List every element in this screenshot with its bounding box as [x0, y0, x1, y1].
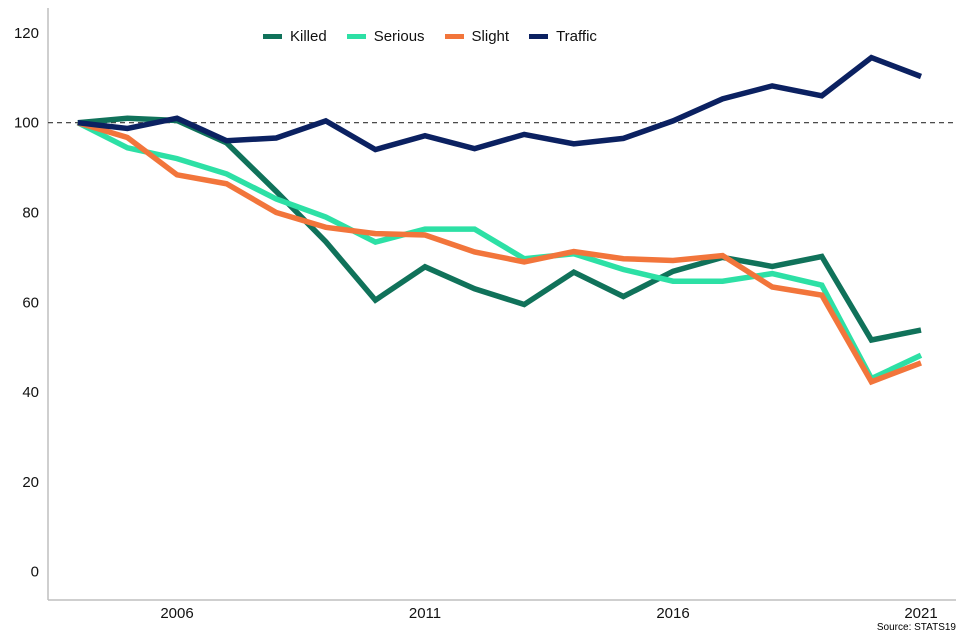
- y-tick-60: 60: [22, 294, 39, 311]
- y-tick-80: 80: [22, 205, 39, 222]
- traffic-legend-swatch: [529, 34, 549, 39]
- slight-legend-label: Slight: [471, 28, 510, 45]
- traffic-series-line: [77, 54, 922, 153]
- slight-legend-swatch: [444, 34, 464, 39]
- x-tick-2016: 2016: [656, 605, 689, 622]
- traffic-legend-label: Traffic: [556, 28, 597, 45]
- legend-item-traffic: Traffic: [529, 29, 597, 44]
- serious-legend-swatch: [346, 34, 366, 39]
- y-tick-40: 40: [22, 384, 39, 401]
- x-tick-2021: 2021: [904, 605, 937, 622]
- chart-legend: Killed Serious Slight Traffic: [263, 29, 597, 44]
- killed-legend-label: Killed: [290, 28, 327, 45]
- legend-item-killed: Killed: [263, 29, 327, 44]
- legend-item-slight: Slight: [444, 28, 510, 45]
- y-tick-100: 100: [14, 115, 39, 132]
- x-tick-2006: 2006: [160, 605, 193, 622]
- x-tick-2011: 2011: [409, 605, 441, 622]
- killed-legend-swatch: [263, 34, 282, 39]
- series-lines: [76, 54, 923, 386]
- slight-series-line: [77, 120, 922, 386]
- killed-series-line: [77, 115, 922, 344]
- serious-series-line: [76, 120, 923, 383]
- legend-item-serious: Serious: [346, 28, 425, 45]
- y-tick-120: 120: [14, 25, 39, 42]
- serious-legend-label: Serious: [373, 28, 425, 45]
- tick-labels: 0 20 40 60 80 100 120 2006 2011 2016 2021: [14, 25, 938, 622]
- y-tick-20: 20: [22, 474, 39, 491]
- y-tick-0: 0: [31, 564, 39, 581]
- source-note: Source: STATS19: [876, 622, 956, 633]
- axes: [47, 8, 956, 601]
